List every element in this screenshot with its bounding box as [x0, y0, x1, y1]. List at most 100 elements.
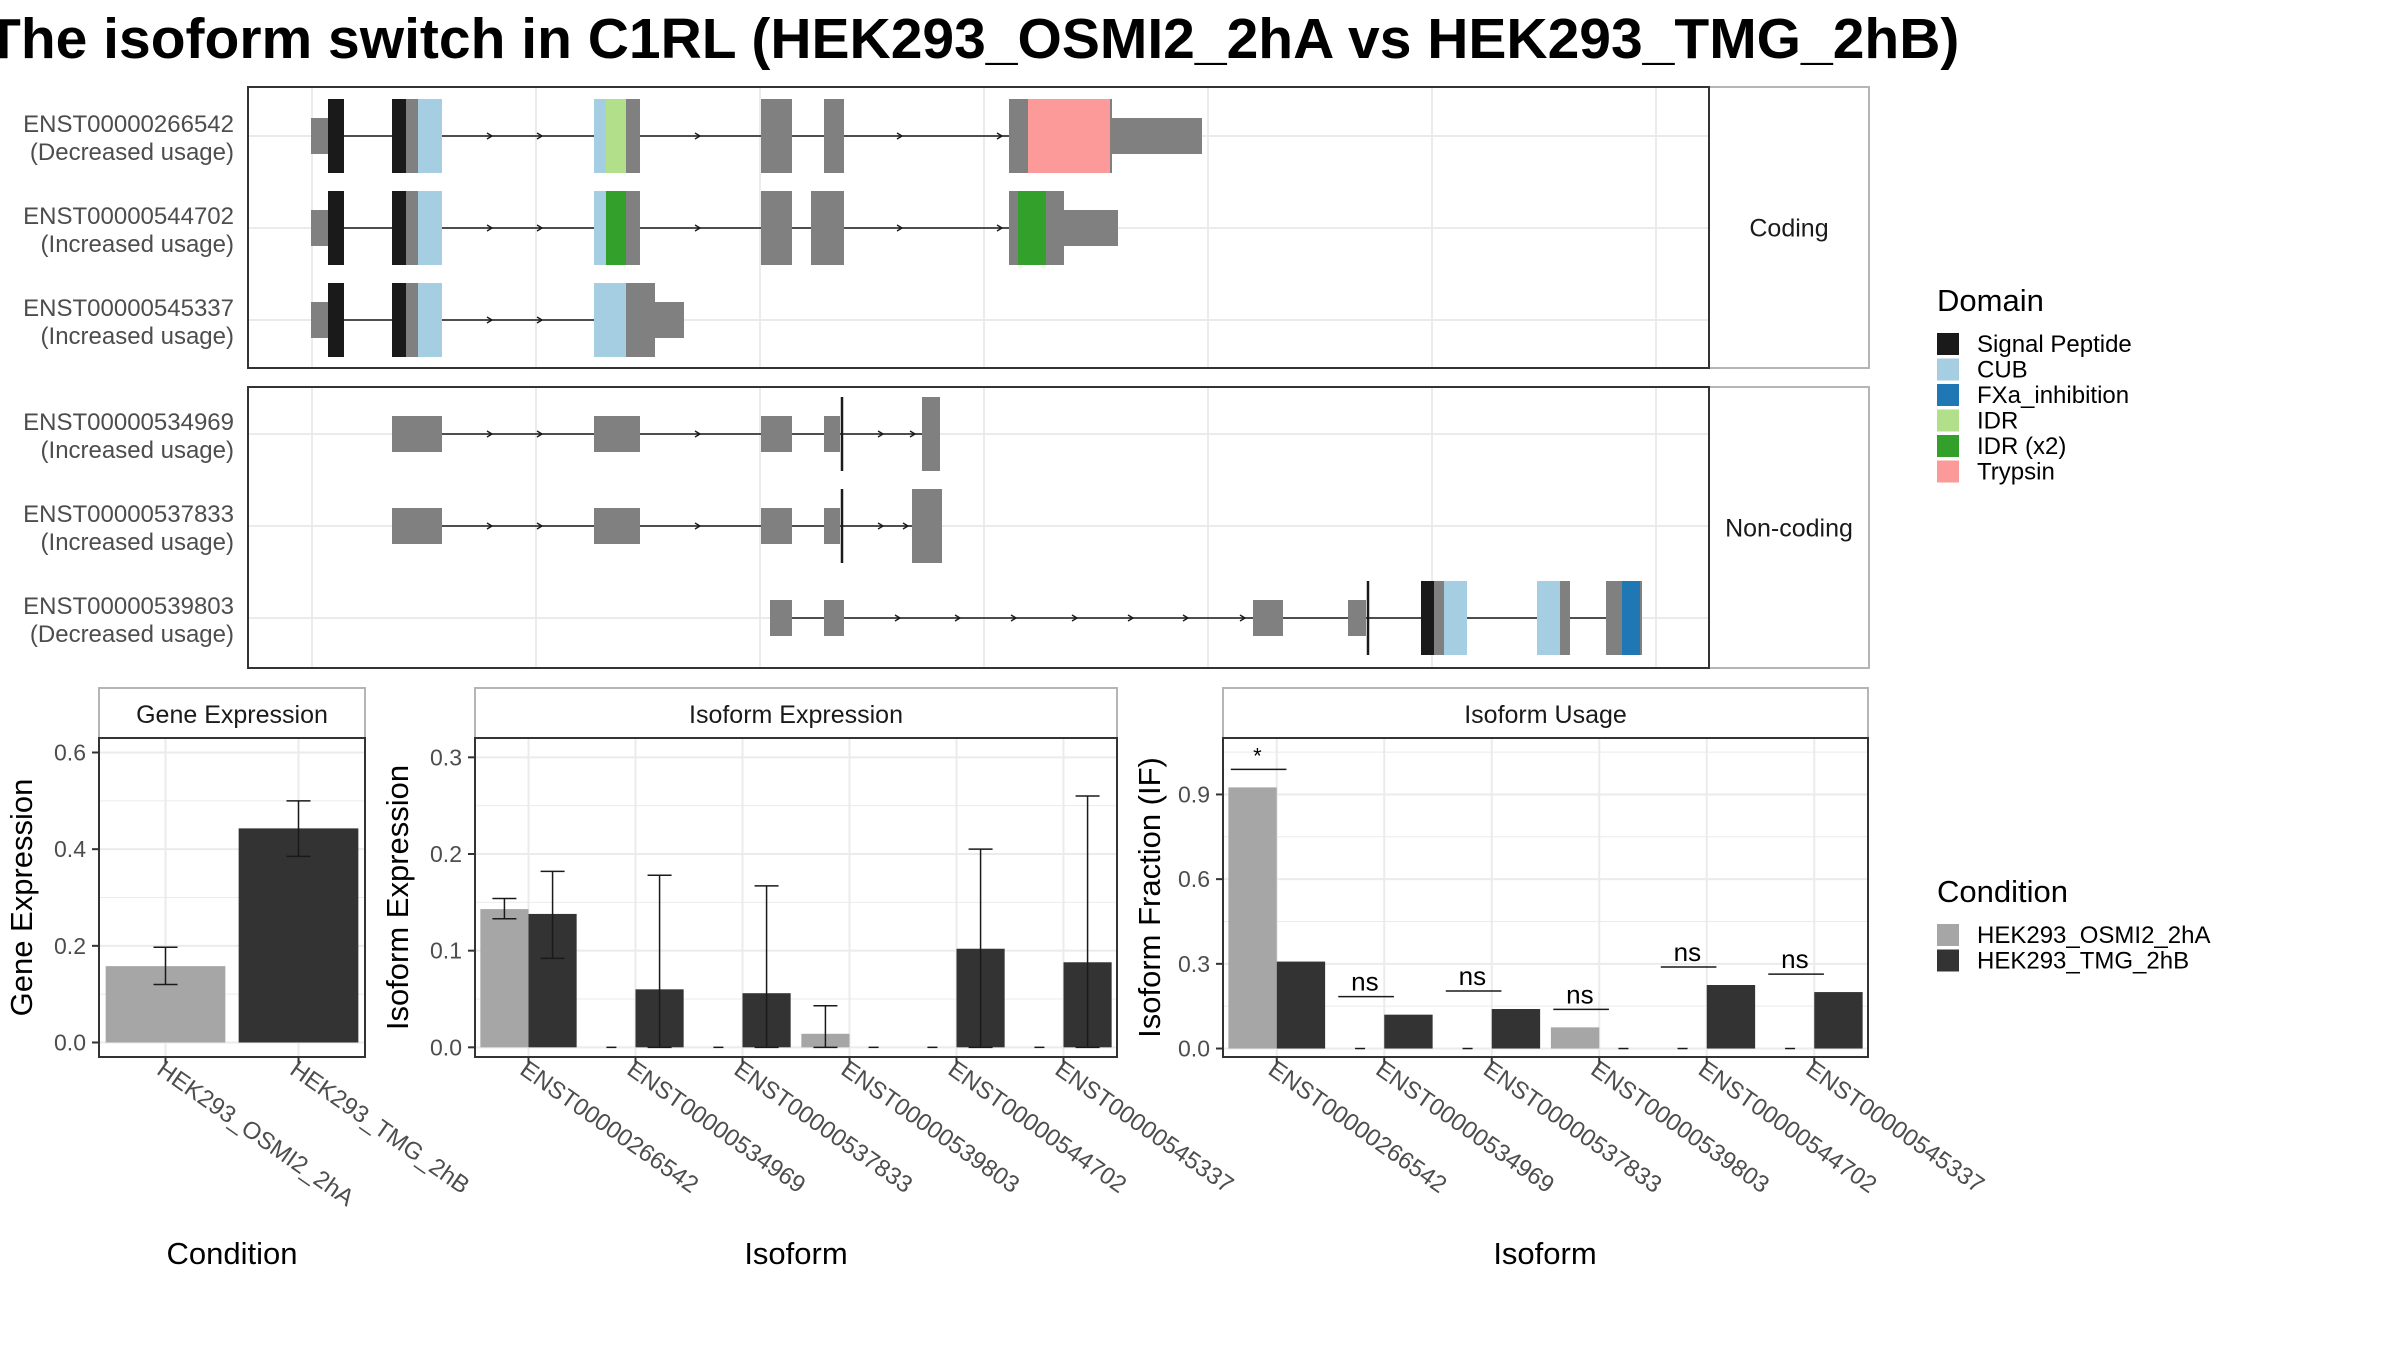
intron-arrow: [954, 614, 962, 622]
bar: [1228, 787, 1277, 1049]
domain-signal-peptide: [392, 191, 406, 265]
facet-strip-label: Coding: [1749, 215, 1828, 243]
legend-title: Condition: [1937, 874, 2068, 909]
bar: [1384, 1014, 1433, 1049]
intron-arrow: [996, 224, 1004, 232]
x-tick-label: ENST00000544702: [1693, 1056, 1881, 1199]
legend-label: IDR (x2): [1977, 433, 2066, 460]
domain-signal-peptide: [392, 99, 406, 173]
x-tick-label: ENST00000544702: [943, 1056, 1131, 1199]
chart-panel-border: [1222, 737, 1869, 1058]
significance-label: ns: [1674, 937, 1701, 967]
intron-arrow: [536, 522, 544, 530]
legend-label: FXa_inhibition: [1977, 382, 2129, 409]
domain-cub: [418, 99, 442, 173]
y-tick-label: 0.1: [430, 938, 462, 964]
legend-key: [1937, 358, 1959, 381]
domain-cub: [418, 191, 442, 265]
chart-strip: [98, 687, 366, 739]
exon: [655, 302, 684, 338]
domain-signal-peptide: [1421, 581, 1434, 655]
y-tick-label: 0.0: [54, 1030, 86, 1056]
exon: [811, 191, 844, 265]
bar: [1276, 961, 1326, 1049]
exon: [311, 118, 328, 154]
legend-key: [1937, 460, 1959, 483]
facet-strip: [1708, 386, 1870, 669]
isoform-track: ENST00000544702(Increased usage): [23, 191, 1118, 265]
chart-title: Isoform Usage: [1464, 701, 1627, 729]
bar: [1706, 985, 1756, 1049]
legend-label: HEK293_TMG_2hB: [1977, 948, 2189, 975]
intron-arrow: [536, 224, 544, 232]
isoform-track: ENST00000534969(Increased usage): [23, 397, 940, 471]
bar: [238, 828, 359, 1043]
chart-title: Isoform Expression: [689, 701, 903, 729]
isoform-usage-label: (Decreased usage): [30, 139, 234, 166]
exon: [761, 416, 792, 452]
intron-arrow: [694, 132, 702, 140]
bar: [1550, 1027, 1600, 1049]
legend-label: Trypsin: [1977, 459, 2055, 486]
isoform-track: ENST00000537833(Increased usage): [23, 489, 942, 563]
domain-idr-x2-: [606, 191, 626, 265]
domain-signal-peptide: [392, 283, 406, 357]
legend-key: [1937, 409, 1959, 432]
isoform-id-label: ENST00000534969: [23, 409, 234, 436]
exon: [824, 600, 844, 636]
y-axis-title: Gene Expression: [4, 779, 39, 1017]
x-tick-label: ENST00000539803: [836, 1056, 1024, 1199]
domain-cub: [594, 191, 606, 265]
legend-title: Domain: [1937, 283, 2044, 318]
intron-arrow: [486, 132, 494, 140]
exon: [824, 416, 840, 452]
isoform-usage-label: (Decreased usage): [30, 621, 234, 648]
intron-arrow: [1071, 614, 1079, 622]
isoform-id-label: ENST00000539803: [23, 593, 234, 620]
chart-isoform-expression: Isoform Expression 0.0 0.1 0.2 0.3 ENST000002…: [380, 687, 1238, 1271]
exon: [761, 99, 792, 173]
intron-arrow: [909, 430, 917, 438]
bar: [480, 909, 529, 1048]
chart-strip: [1222, 687, 1869, 739]
domain-fxa-inhibition: [1622, 581, 1640, 655]
figure-title: The isoform switch in C1RL (HEK293_OSMI2…: [0, 7, 1960, 71]
x-tick-label: ENST00000537833: [1478, 1056, 1666, 1199]
legend-key: [1937, 435, 1959, 457]
legend-label: IDR: [1977, 408, 2018, 435]
isoform-usage-label: (Increased usage): [41, 231, 234, 258]
isoform-id-label: ENST00000545337: [23, 295, 234, 322]
intron-arrow: [536, 430, 544, 438]
y-tick-label: 0.0: [1178, 1036, 1210, 1062]
isoform-id-label: ENST00000266542: [23, 111, 234, 138]
exon: [1253, 600, 1283, 636]
intron-arrow: [486, 316, 494, 324]
y-tick-label: 0.9: [1178, 781, 1210, 807]
significance-label: ns: [1566, 979, 1593, 1009]
isoform-track: ENST00000539803(Decreased usage): [23, 581, 1642, 655]
intron-arrow: [486, 522, 494, 530]
domain-cub: [418, 283, 442, 357]
y-axis-title: Isoform Fraction (IF): [1132, 757, 1167, 1038]
exon: [594, 508, 640, 544]
significance-label: ns: [1351, 967, 1378, 997]
x-tick-label: ENST00000537833: [729, 1056, 917, 1199]
legend-label: CUB: [1977, 357, 2028, 384]
exon: [392, 508, 442, 544]
exon: [824, 508, 840, 544]
x-tick-label: ENST00000534969: [622, 1056, 810, 1199]
intron-arrow: [877, 522, 885, 530]
exon: [824, 99, 844, 173]
x-tick-label: ENST00000266542: [1263, 1056, 1451, 1199]
intron-arrow: [1127, 614, 1135, 622]
chart-panel-border: [474, 737, 1118, 1058]
exon: [761, 508, 792, 544]
y-tick-label: 0.3: [1178, 951, 1210, 977]
isoform-track: ENST00000266542(Decreased usage): [23, 99, 1202, 173]
chart-isoform-usage: Isoform Usage 0.0 0.3 0.6 0.9 * ns ns ns ns ns ENST…: [1132, 687, 1989, 1271]
exon: [311, 302, 328, 338]
x-axis-title: Isoform: [1493, 1236, 1596, 1271]
